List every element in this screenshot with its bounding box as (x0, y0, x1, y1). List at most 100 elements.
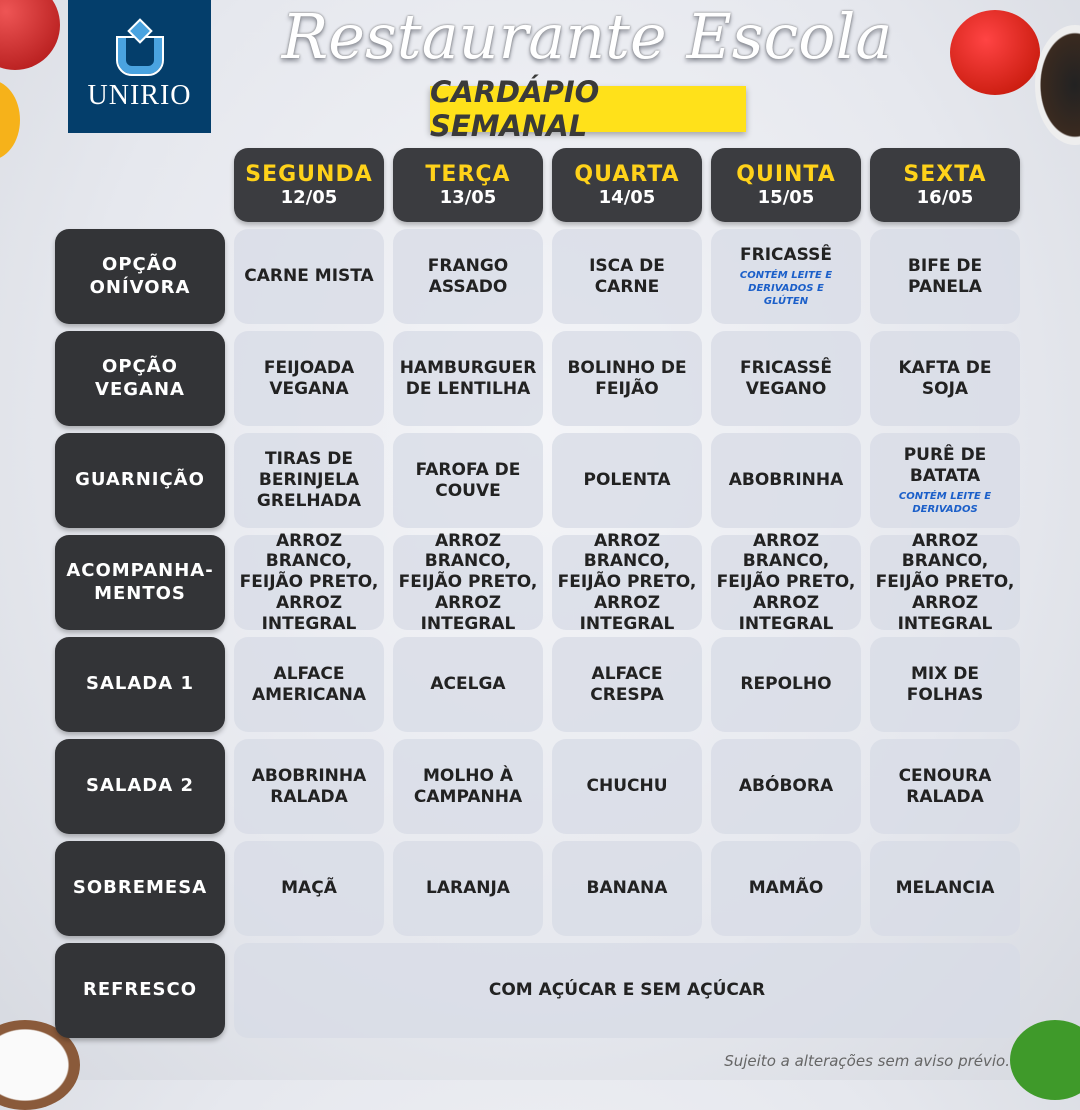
refresco-cell: COM AÇÚCAR E SEM AÇÚCAR (234, 943, 1020, 1038)
day-header: SEXTA 16/05 (870, 148, 1020, 222)
dish-name: REPOLHO (740, 674, 832, 695)
dish-name: BIFE DE PANELA (907, 255, 983, 297)
menu-cell: MIX DE FOLHAS (870, 637, 1020, 732)
dish-name: ISCA DE CARNE (589, 255, 665, 297)
menu-cell: KAFTA DE SOJA (870, 331, 1020, 426)
dish-name: ALFACE AMERICANA (251, 663, 367, 705)
menu-cell: ABÓBORA (711, 739, 861, 834)
dish-name: ARROZ BRANCO, FEIJÃO PRETO, ARROZ INTEGR… (398, 530, 538, 634)
menu-cell: ARROZ BRANCO, FEIJÃO PRETO, ARROZ INTEGR… (393, 531, 543, 634)
unirio-logo: UNIRIO (68, 0, 211, 133)
dish-name: FRANGO ASSADO (427, 255, 509, 297)
menu-cell: ARROZ BRANCO, FEIJÃO PRETO, ARROZ INTEGR… (711, 531, 861, 634)
dish-name: CENOURA RALADA (898, 765, 992, 807)
menu-cell: MAMÃO (711, 841, 861, 936)
unirio-emblem-icon (112, 17, 168, 76)
dish-name: MOLHO À CAMPANHA (413, 765, 523, 807)
menu-cell: LARANJA (393, 841, 543, 936)
row-label: OPÇÃO VEGANA (55, 331, 225, 426)
menu-cell: MAÇÃ (234, 841, 384, 936)
day-header: TERÇA 13/05 (393, 148, 543, 222)
dish-name: KAFTA DE SOJA (898, 357, 992, 399)
dish-name: ALFACE CRESPA (590, 663, 664, 705)
dish-name: ABOBRINHA RALADA (251, 765, 367, 807)
dish-name: POLENTA (583, 470, 671, 491)
menu-cell: ABOBRINHA (711, 433, 861, 528)
apple-image (0, 0, 60, 70)
row-label: OPÇÃO ONÍVORA (55, 229, 225, 324)
dish-name: ABOBRINHA (728, 470, 844, 491)
dish-name: FRICASSÊ (740, 244, 832, 265)
menu-cell: CHUCHU (552, 739, 702, 834)
orange-image (0, 80, 20, 160)
footer-note: Sujeito a alterações sem aviso prévio. (724, 1052, 1010, 1070)
dish-name: ARROZ BRANCO, FEIJÃO PRETO, ARROZ INTEGR… (875, 530, 1015, 634)
day-date: 16/05 (916, 187, 974, 208)
basil-image (1010, 1020, 1080, 1100)
dish-name: CHUCHU (586, 776, 668, 797)
menu-cell: FRICASSÊ VEGANO (711, 331, 861, 426)
menu-cell: PURÊ DE BATATA CONTÉM LEITE E DERIVADOS (870, 433, 1020, 528)
pepper-bowl-image (1035, 25, 1080, 145)
dish-name: ARROZ BRANCO, FEIJÃO PRETO, ARROZ INTEGR… (716, 530, 856, 634)
row-label: ACOMPANHA- MENTOS (55, 535, 225, 630)
menu-cell: FRICASSÊ CONTÉM LEITE E DERIVADOS E GLÚTE… (711, 229, 861, 324)
dish-name: MAÇÃ (281, 878, 337, 899)
menu-cell: ACELGA (393, 637, 543, 732)
row-label: SOBREMESA (55, 841, 225, 936)
page-subtitle: CARDÁPIO SEMANAL (430, 75, 746, 143)
day-name: TERÇA (425, 162, 511, 187)
menu-cell: FAROFA DE COUVE (393, 433, 543, 528)
dish-name: MIX DE FOLHAS (906, 663, 984, 705)
dish-name: PURÊ DE BATATA (903, 444, 987, 486)
dish-name: CARNE MISTA (244, 266, 374, 287)
menu-cell: CENOURA RALADA (870, 739, 1020, 834)
dish-name: BANANA (586, 878, 668, 899)
dish-name: MAMÃO (748, 878, 824, 899)
menu-cell: FRANGO ASSADO (393, 229, 543, 324)
dish-name: ACELGA (430, 674, 506, 695)
dish-name: FRICASSÊ VEGANO (740, 357, 832, 399)
row-label: REFRESCO (55, 943, 225, 1038)
row-label: GUARNIÇÃO (55, 433, 225, 528)
day-header: SEGUNDA 12/05 (234, 148, 384, 222)
menu-cell: HAMBURGUER DE LENTILHA (393, 331, 543, 426)
dish-name: ARROZ BRANCO, FEIJÃO PRETO, ARROZ INTEGR… (239, 530, 379, 634)
day-name: QUARTA (574, 162, 680, 187)
dish-name: FAROFA DE COUVE (415, 459, 521, 501)
menu-cell: MELANCIA (870, 841, 1020, 936)
allergen-note: CONTÉM LEITE E DERIVADOS (898, 491, 992, 516)
menu-cell: REPOLHO (711, 637, 861, 732)
menu-cell: CARNE MISTA (234, 229, 384, 324)
menu-cell: ABOBRINHA RALADA (234, 739, 384, 834)
day-date: 15/05 (757, 187, 815, 208)
menu-cell: ARROZ BRANCO, FEIJÃO PRETO, ARROZ INTEGR… (234, 531, 384, 634)
menu-table: SEGUNDA 12/05 TERÇA 13/05 QUARTA 14/05 QUINTA 1… (55, 148, 1020, 1038)
allergen-note: CONTÉM LEITE E DERIVADOS E GLÚTEN (739, 270, 833, 308)
menu-cell: MOLHO À CAMPANHA (393, 739, 543, 834)
day-date: 13/05 (439, 187, 497, 208)
dish-name: FEIJOADA VEGANA (263, 357, 355, 399)
dish-name: ARROZ BRANCO, FEIJÃO PRETO, ARROZ INTEGR… (557, 530, 697, 634)
logo-text: UNIRIO (87, 79, 192, 111)
row-label: SALADA 1 (55, 637, 225, 732)
day-header: QUARTA 14/05 (552, 148, 702, 222)
tomato-image (950, 10, 1040, 95)
day-date: 12/05 (280, 187, 338, 208)
day-date: 14/05 (598, 187, 656, 208)
day-name: SEXTA (903, 162, 987, 187)
menu-cell: ALFACE CRESPA (552, 637, 702, 732)
day-header: QUINTA 15/05 (711, 148, 861, 222)
menu-cell: BANANA (552, 841, 702, 936)
menu-cell: BOLINHO DE FEIJÃO (552, 331, 702, 426)
menu-cell: BIFE DE PANELA (870, 229, 1020, 324)
menu-cell: TIRAS DE BERINJELA GRELHADA (234, 433, 384, 528)
dish-name: TIRAS DE BERINJELA GRELHADA (256, 449, 362, 511)
row-label: SALADA 2 (55, 739, 225, 834)
menu-cell: FEIJOADA VEGANA (234, 331, 384, 426)
dish-name: ABÓBORA (738, 776, 834, 797)
day-name: SEGUNDA (245, 162, 373, 187)
page-title: Restaurante Escola (281, 0, 893, 73)
header-spacer (55, 148, 225, 222)
menu-cell: ARROZ BRANCO, FEIJÃO PRETO, ARROZ INTEGR… (552, 531, 702, 634)
